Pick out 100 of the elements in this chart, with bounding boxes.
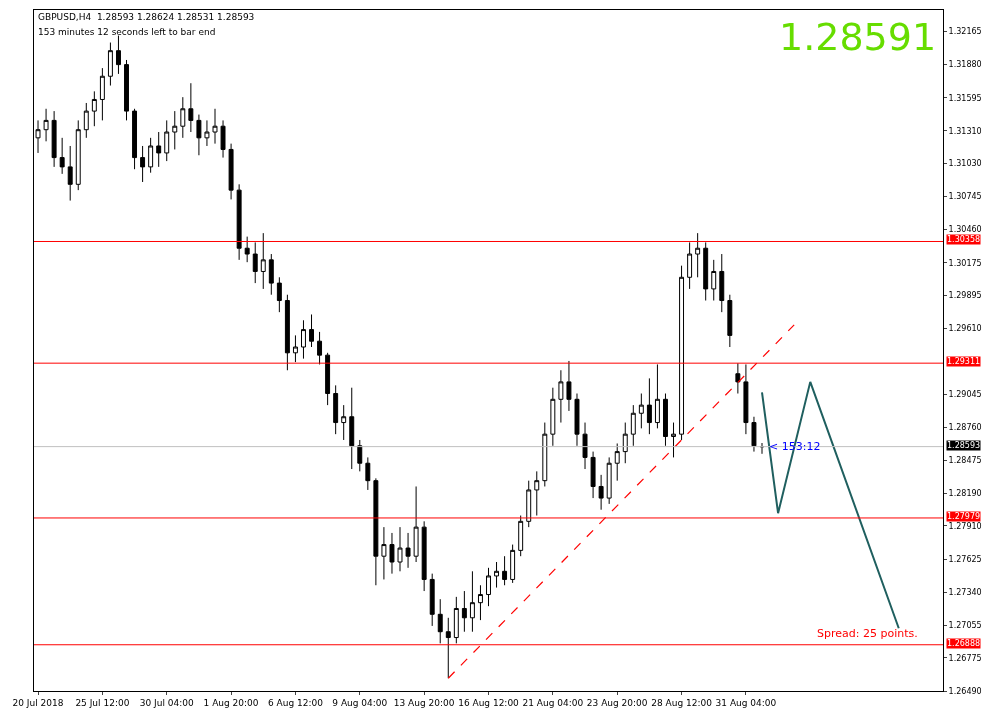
- annotation: < 153:12: [769, 440, 821, 453]
- annotation: Spread: 25 points.: [817, 627, 918, 640]
- x-tick-label: 21 Aug 04:00: [522, 697, 584, 708]
- candlestick: [679, 265, 685, 441]
- candlestick: [301, 319, 306, 360]
- candlestick: [91, 90, 97, 127]
- candlestick: [542, 422, 548, 487]
- candlestick: [751, 416, 757, 453]
- y-tick-label: 1.27055: [948, 621, 982, 631]
- candlestick: [43, 108, 49, 142]
- candlestick: [140, 145, 146, 183]
- y-tick-label: 1.27910: [948, 521, 982, 531]
- candlestick: [510, 544, 516, 584]
- candlestick: [172, 110, 178, 150]
- candlestick: [518, 515, 524, 557]
- candlestick: [445, 617, 451, 679]
- x-tick-label: 6 Aug 12:00: [267, 697, 324, 708]
- candlestick: [317, 331, 323, 365]
- candlestick: [550, 387, 556, 447]
- candlestick: [558, 369, 564, 424]
- line-series: [761, 380, 900, 630]
- candlestick: [397, 526, 403, 572]
- ref-line-label: 1.29311: [947, 357, 981, 366]
- candlestick: [606, 456, 612, 505]
- candlestick: [212, 108, 218, 145]
- candlestick: [83, 102, 89, 139]
- candlestick: [373, 477, 379, 586]
- y-tick-label: 1.30460: [948, 225, 982, 235]
- x-tick-label: 28 Aug 12:00: [651, 697, 713, 708]
- candlestick: [574, 393, 580, 447]
- y-tick-label: 1.31880: [948, 60, 982, 70]
- x-tick-label: 23 Aug 20:00: [586, 697, 648, 708]
- candlestick: [99, 67, 105, 121]
- candlestick: [494, 561, 500, 589]
- candlestick: [196, 114, 202, 156]
- candlestick: [502, 555, 508, 586]
- candlestick: [453, 596, 459, 644]
- candlestick: [132, 108, 138, 170]
- candlestick: [646, 377, 652, 435]
- candlestick: [180, 96, 186, 139]
- candlestick: [75, 119, 81, 191]
- candlestick: [437, 598, 443, 644]
- candlestick: [381, 526, 387, 580]
- x-tick-label: 9 Aug 04:00: [332, 697, 388, 708]
- candlestick: [292, 334, 298, 363]
- candlestick: [357, 439, 363, 472]
- x-tick-label: 1 Aug 20:00: [203, 697, 259, 708]
- y-tick-label: 1.32165: [948, 27, 982, 37]
- y-tick-label: 1.27340: [948, 588, 982, 598]
- candlestick: [711, 259, 717, 302]
- y-tick-label: 1.26775: [948, 653, 982, 663]
- candlestick: [622, 422, 628, 464]
- candlestick: [236, 183, 242, 261]
- y-tick-label: 1.27625: [948, 554, 982, 564]
- candlestick: [244, 236, 250, 263]
- candlestick: [325, 352, 331, 406]
- candlestick: [598, 474, 604, 511]
- candlestick: [389, 532, 395, 575]
- candlestick: [477, 584, 483, 621]
- candlestick: [220, 119, 226, 159]
- y-tick-label: 1.28475: [948, 456, 982, 466]
- candlestick: [59, 137, 65, 175]
- candlestick: [124, 59, 129, 121]
- candlestick: [429, 573, 435, 627]
- ref-line-label: 1.28593: [947, 441, 981, 450]
- x-tick-label: 30 Jul 04:00: [139, 697, 194, 708]
- candlestick: [252, 241, 258, 284]
- candlestick: [51, 110, 57, 168]
- candlestick: [365, 456, 371, 491]
- candlestick: [654, 363, 660, 429]
- candlestick: [638, 393, 644, 429]
- y-tick-label: 1.31030: [948, 159, 982, 169]
- y-tick-label: 1.31310: [948, 126, 982, 136]
- candlestick: [284, 294, 290, 371]
- candlestick: [413, 485, 419, 563]
- x-tick-label: 20 Jul 2018: [12, 697, 64, 708]
- x-tick-label: 25 Jul 12:00: [75, 697, 130, 708]
- candlestick: [469, 570, 475, 633]
- y-tick-label: 1.26490: [948, 686, 982, 696]
- candlestick: [421, 520, 427, 592]
- candlestick: [228, 143, 234, 200]
- text: 153 minutes 12 seconds left to bar end: [38, 27, 216, 37]
- y-tick-label: 1.29045: [948, 389, 982, 399]
- candlestick: [695, 232, 701, 278]
- candlestick: [204, 119, 210, 147]
- candlestick: [743, 363, 749, 435]
- candlestick: [719, 253, 725, 313]
- candlestick: [590, 451, 596, 499]
- annotation: 1.28591: [779, 15, 937, 59]
- candlestick: [268, 253, 274, 296]
- candlestick: [333, 384, 339, 435]
- candlestick: [67, 145, 73, 202]
- candlestick: [405, 532, 411, 569]
- y-tick-label: 1.30745: [948, 192, 982, 202]
- x-tick-label: 31 Aug 04:00: [715, 697, 777, 708]
- ref-line-label: 1.27979: [947, 512, 981, 521]
- candlestick: [534, 470, 540, 517]
- chart-title: GBPUSD,H4 1.28593 1.28624 1.28531 1.28593: [38, 12, 255, 22]
- y-tick-label: 1.30175: [948, 258, 982, 268]
- candlestick: [461, 590, 467, 633]
